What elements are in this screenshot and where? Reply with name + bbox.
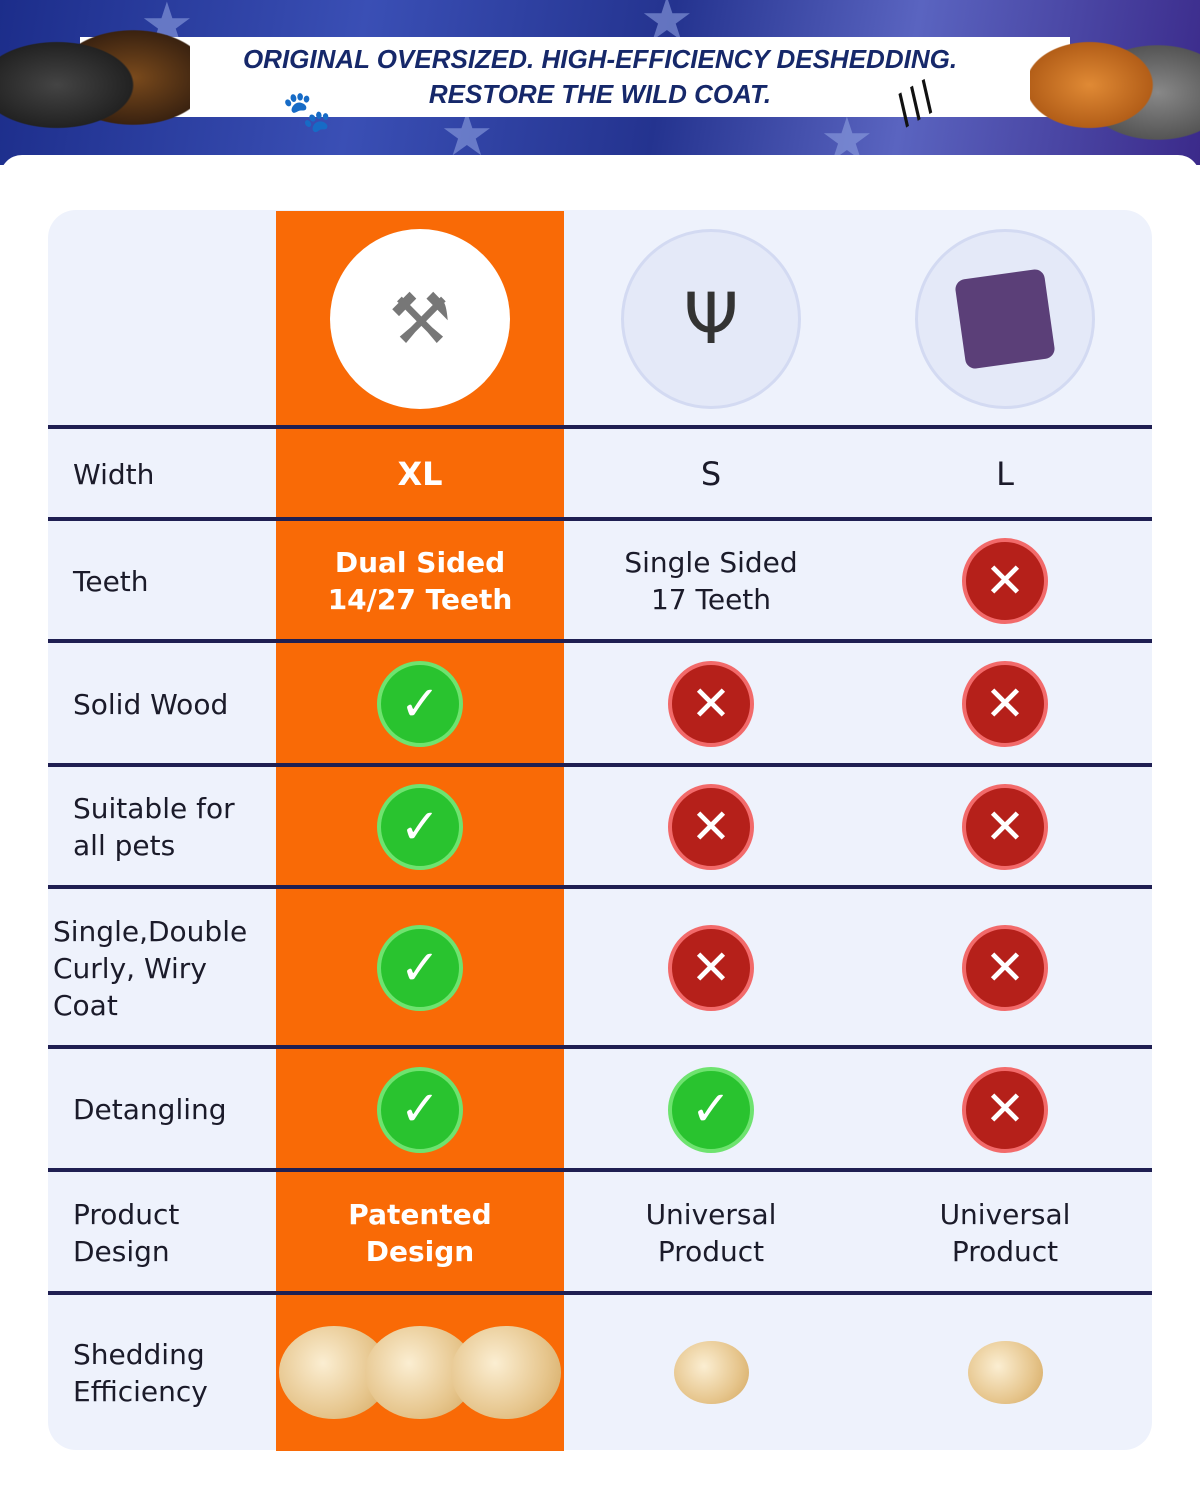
- table-row: Teeth Dual Sided 14/27 Teeth Single Sided …: [48, 521, 1152, 641]
- cell: ✓: [276, 1049, 564, 1170]
- product-image-s-rake: Ψ: [621, 229, 801, 409]
- row-divider: [48, 517, 1152, 521]
- fur-ball-icon: [858, 1295, 1152, 1450]
- fur-ball: [673, 1340, 749, 1405]
- banner-line-1: ORIGINAL OVERSIZED. HIGH-EFFICIENCY DESH…: [242, 44, 958, 74]
- fur-ball-icon: [276, 1295, 564, 1450]
- check-icon: ✓: [668, 1066, 754, 1153]
- table-row: Product Design Patented Design Universal P…: [48, 1172, 1152, 1293]
- row-label: Shedding Efficiency: [73, 1337, 208, 1408]
- row-divider: [48, 1045, 1152, 1049]
- row-label: Teeth: [73, 564, 149, 598]
- cell-text: L: [996, 454, 1014, 493]
- cell: ✕: [858, 1049, 1152, 1170]
- cross-icon: ✕: [668, 661, 754, 747]
- row-label: Suitable for all pets: [73, 792, 235, 862]
- table-row: Suitable for all pets ✓ ✕ ✕: [48, 767, 1152, 887]
- header-banner: ★ ★ ★ ★ ORIGINAL OVERSIZED. HIGH-EFFICIE…: [0, 0, 1200, 165]
- cell: ✓: [564, 1049, 858, 1170]
- table-row: Detangling ✓ ✓ ✕: [48, 1049, 1152, 1170]
- row-divider: [48, 763, 1152, 767]
- check-icon: ✓: [377, 661, 463, 747]
- cell: ✕: [564, 767, 858, 887]
- row-label: Detangling: [73, 1093, 227, 1126]
- banner-strip: [80, 37, 1070, 117]
- row-divider: [48, 1291, 1152, 1295]
- fur-ball: [967, 1340, 1043, 1405]
- cross-icon: ✕: [962, 538, 1048, 624]
- cell: ✕: [564, 643, 858, 765]
- cross-icon: ✕: [962, 925, 1048, 1011]
- row-divider: [48, 639, 1152, 643]
- row-divider: [48, 1168, 1152, 1172]
- row-label: Solid Wood: [73, 687, 229, 721]
- row-divider: [48, 425, 1152, 429]
- paw-print-icon: 🐾: [282, 89, 332, 135]
- banner-line-2: RESTORE THE WILD COAT.: [428, 79, 772, 109]
- check-icon: ✓: [377, 1066, 463, 1153]
- cross-icon: ✕: [668, 784, 754, 870]
- dogs-image: [0, 10, 190, 160]
- cell: ✓: [276, 643, 564, 765]
- cell: ✓: [276, 767, 564, 887]
- product-images-row: ⚒ Ψ: [48, 211, 1152, 427]
- product-image-xl-rake: ⚒: [330, 229, 510, 409]
- cell-text: Universal Product: [939, 1197, 1071, 1268]
- cell-text: XL: [397, 454, 443, 493]
- row-divider: [48, 885, 1152, 889]
- cats-image: [1030, 10, 1200, 160]
- cross-icon: ✕: [962, 784, 1048, 870]
- table-row: Shedding Efficiency: [48, 1295, 1152, 1450]
- cell-text: Dual Sided 14/27 Teeth: [327, 546, 513, 616]
- table-row: Solid Wood ✓ ✕ ✕: [48, 643, 1152, 765]
- cell-text: Patented Design: [348, 1197, 492, 1268]
- table-row: Single,Double Curly, Wiry Coat ✓ ✕ ✕: [48, 889, 1152, 1047]
- cell-text: Single Sided 17 Teeth: [624, 546, 798, 616]
- row-label: Single,Double Curly, Wiry Coat: [53, 914, 248, 1022]
- product-image-slicker-brush: [915, 229, 1095, 409]
- cell: ✕: [858, 643, 1152, 765]
- check-icon: ✓: [377, 784, 463, 870]
- cell: ✕: [858, 767, 1152, 887]
- row-label: Width: [73, 457, 155, 491]
- cell-text: S: [700, 454, 722, 493]
- cell: ✕: [858, 521, 1152, 641]
- check-icon: ✓: [377, 925, 463, 1011]
- cell: ✕: [564, 889, 858, 1047]
- table-row: Width XL S L: [48, 429, 1152, 519]
- fur-ball: [451, 1325, 561, 1420]
- cell: ✓: [276, 889, 564, 1047]
- cross-icon: ✕: [668, 925, 754, 1011]
- cell-text: Universal Product: [645, 1197, 777, 1268]
- cross-icon: ✕: [962, 1066, 1048, 1153]
- cross-icon: ✕: [962, 661, 1048, 747]
- fur-ball-icon: [564, 1295, 858, 1450]
- row-label: Product Design: [73, 1197, 180, 1268]
- cell: ✕: [858, 889, 1152, 1047]
